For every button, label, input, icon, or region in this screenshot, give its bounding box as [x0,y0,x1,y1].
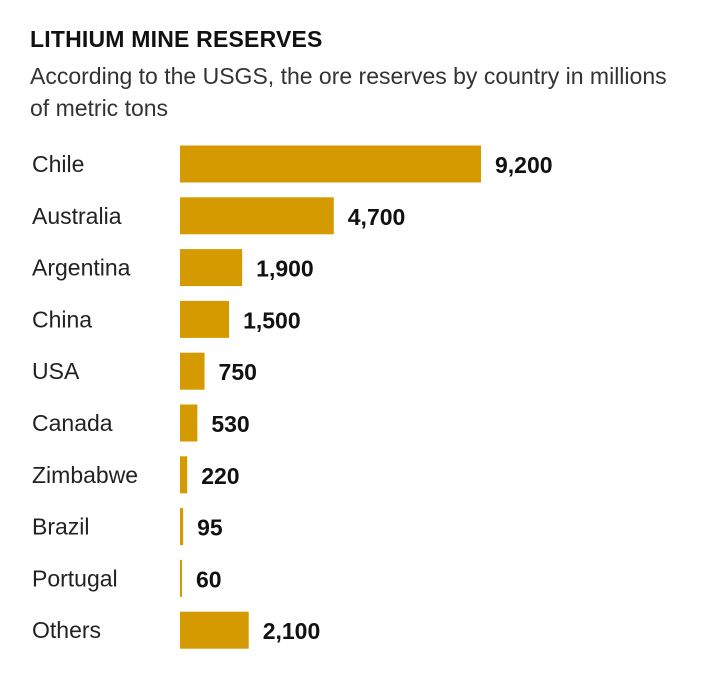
category-label: Australia [32,203,122,229]
category-label: Brazil [32,514,90,540]
category-label: Zimbabwe [32,462,138,488]
bar [180,456,188,494]
category-label: Others [32,617,101,643]
bar [180,300,230,338]
bar [180,508,184,546]
chart-title: LITHIUM MINE RESERVES [30,26,323,52]
bar [180,404,198,442]
value-label: 750 [219,359,257,385]
bar [180,145,481,183]
bar [180,249,243,287]
value-label: 1,500 [243,307,301,333]
category-label: China [32,306,92,332]
value-label: 2,100 [263,618,321,644]
value-label: 530 [211,411,249,437]
category-label: Argentina [32,255,131,281]
category-label: Portugal [32,565,118,591]
value-label: 95 [197,515,223,541]
bar [180,197,334,235]
value-label: 60 [196,566,222,592]
bar [180,611,249,649]
value-label: 220 [201,463,239,489]
value-label: 9,200 [495,152,553,178]
value-label: 4,700 [348,204,406,230]
category-label: Canada [32,410,113,436]
category-label: USA [32,358,80,384]
chart-subtitle: According to the USGS, the ore reserves … [30,63,667,121]
bar [180,559,182,597]
bar [180,352,205,390]
category-label: Chile [32,151,84,177]
value-label: 1,900 [256,256,314,282]
